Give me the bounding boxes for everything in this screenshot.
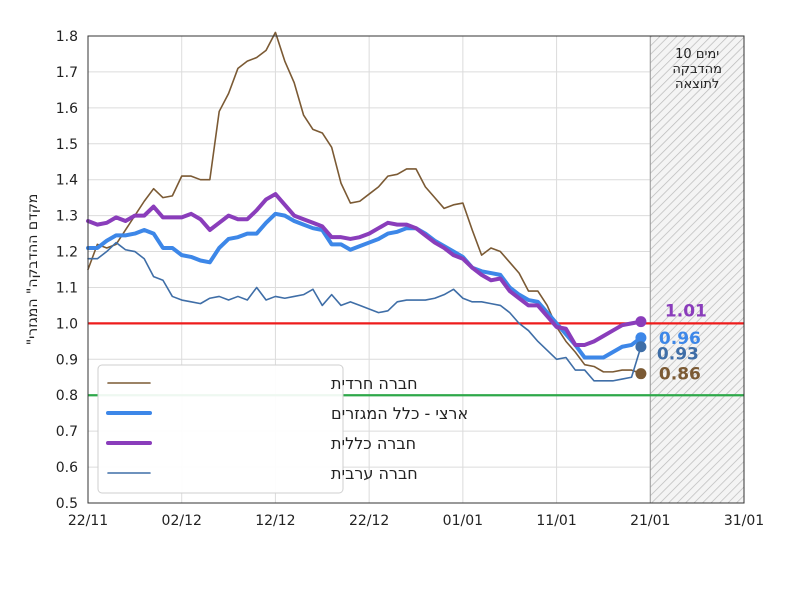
- shaded-region-text: 10 ימים: [675, 47, 719, 62]
- y-tick-label: 0.8: [56, 388, 78, 404]
- x-tick-label: 21/01: [630, 513, 670, 529]
- series-end-marker: [635, 341, 647, 353]
- series-endpoints: 0.86 0.96 1.01 0.93: [635, 302, 707, 385]
- x-tick-label: 22/11: [68, 513, 108, 529]
- series-end-marker: [635, 368, 647, 380]
- x-tick-label: 22/12: [349, 513, 389, 529]
- y-axis-label: "מקדם ההדבקה" המגזרי: [25, 194, 41, 346]
- series-end-label: 0.86: [659, 365, 701, 385]
- y-tick-label: 1.0: [56, 316, 78, 332]
- series-line: [86, 211, 643, 360]
- series-line: [87, 31, 642, 375]
- legend-label: חברה חרדית: [331, 374, 418, 393]
- legend-box: [97, 364, 344, 494]
- y-tick-label: 1.5: [56, 137, 78, 153]
- y-tick-label: 0.7: [56, 424, 78, 440]
- y-tick-label: 0.5: [56, 496, 78, 512]
- y-tick-label: 1.3: [56, 209, 78, 225]
- x-tick-label: 11/01: [536, 513, 576, 529]
- series-end-marker: [635, 332, 647, 344]
- plot-frame: [87, 35, 745, 504]
- y-tick-label: 0.6: [56, 460, 78, 476]
- legend-label: חברה כללית: [331, 434, 416, 453]
- series-end-label: 0.93: [657, 345, 699, 365]
- legend-label: ארצי - כלל המגזרים: [331, 404, 468, 423]
- y-tick-label: 1.2: [56, 245, 78, 261]
- legend-label: חברה ערבית: [331, 464, 418, 483]
- x-tick-label: 02/12: [162, 513, 202, 529]
- y-tick-label: 1.8: [56, 29, 78, 45]
- x-tick-label: 12/12: [255, 513, 295, 529]
- y-tick-label: 1.7: [56, 65, 78, 81]
- shaded-region-text: מהדבקה: [672, 62, 722, 77]
- y-tick-label: 1.1: [56, 280, 78, 296]
- series-line: [87, 241, 642, 382]
- series-line: [86, 192, 643, 347]
- series-end-label: 1.01: [665, 302, 707, 322]
- legend: חברה חרדית ארצי - כלל המגזרים חברה כללית חב…: [97, 364, 468, 494]
- y-tick-label: 1.4: [56, 173, 78, 189]
- axes: 0.5 0.6 0.7 0.8 0.9 1.0 1.1 1.2 1.3 1.4 1.5 1.6 1.7 1…: [56, 29, 764, 529]
- shaded-region-rect: [650, 36, 744, 503]
- x-tick-label: 01/01: [443, 513, 483, 529]
- y-tick-label: 1.6: [56, 101, 78, 117]
- shaded-region-text: לתוצאה: [675, 77, 719, 92]
- x-tick-label: 31/01: [724, 513, 764, 529]
- series-lines: [86, 31, 643, 382]
- series-end-label: 0.96: [659, 329, 701, 349]
- series-end-marker: [635, 316, 647, 328]
- y-tick-label: 0.9: [56, 352, 78, 368]
